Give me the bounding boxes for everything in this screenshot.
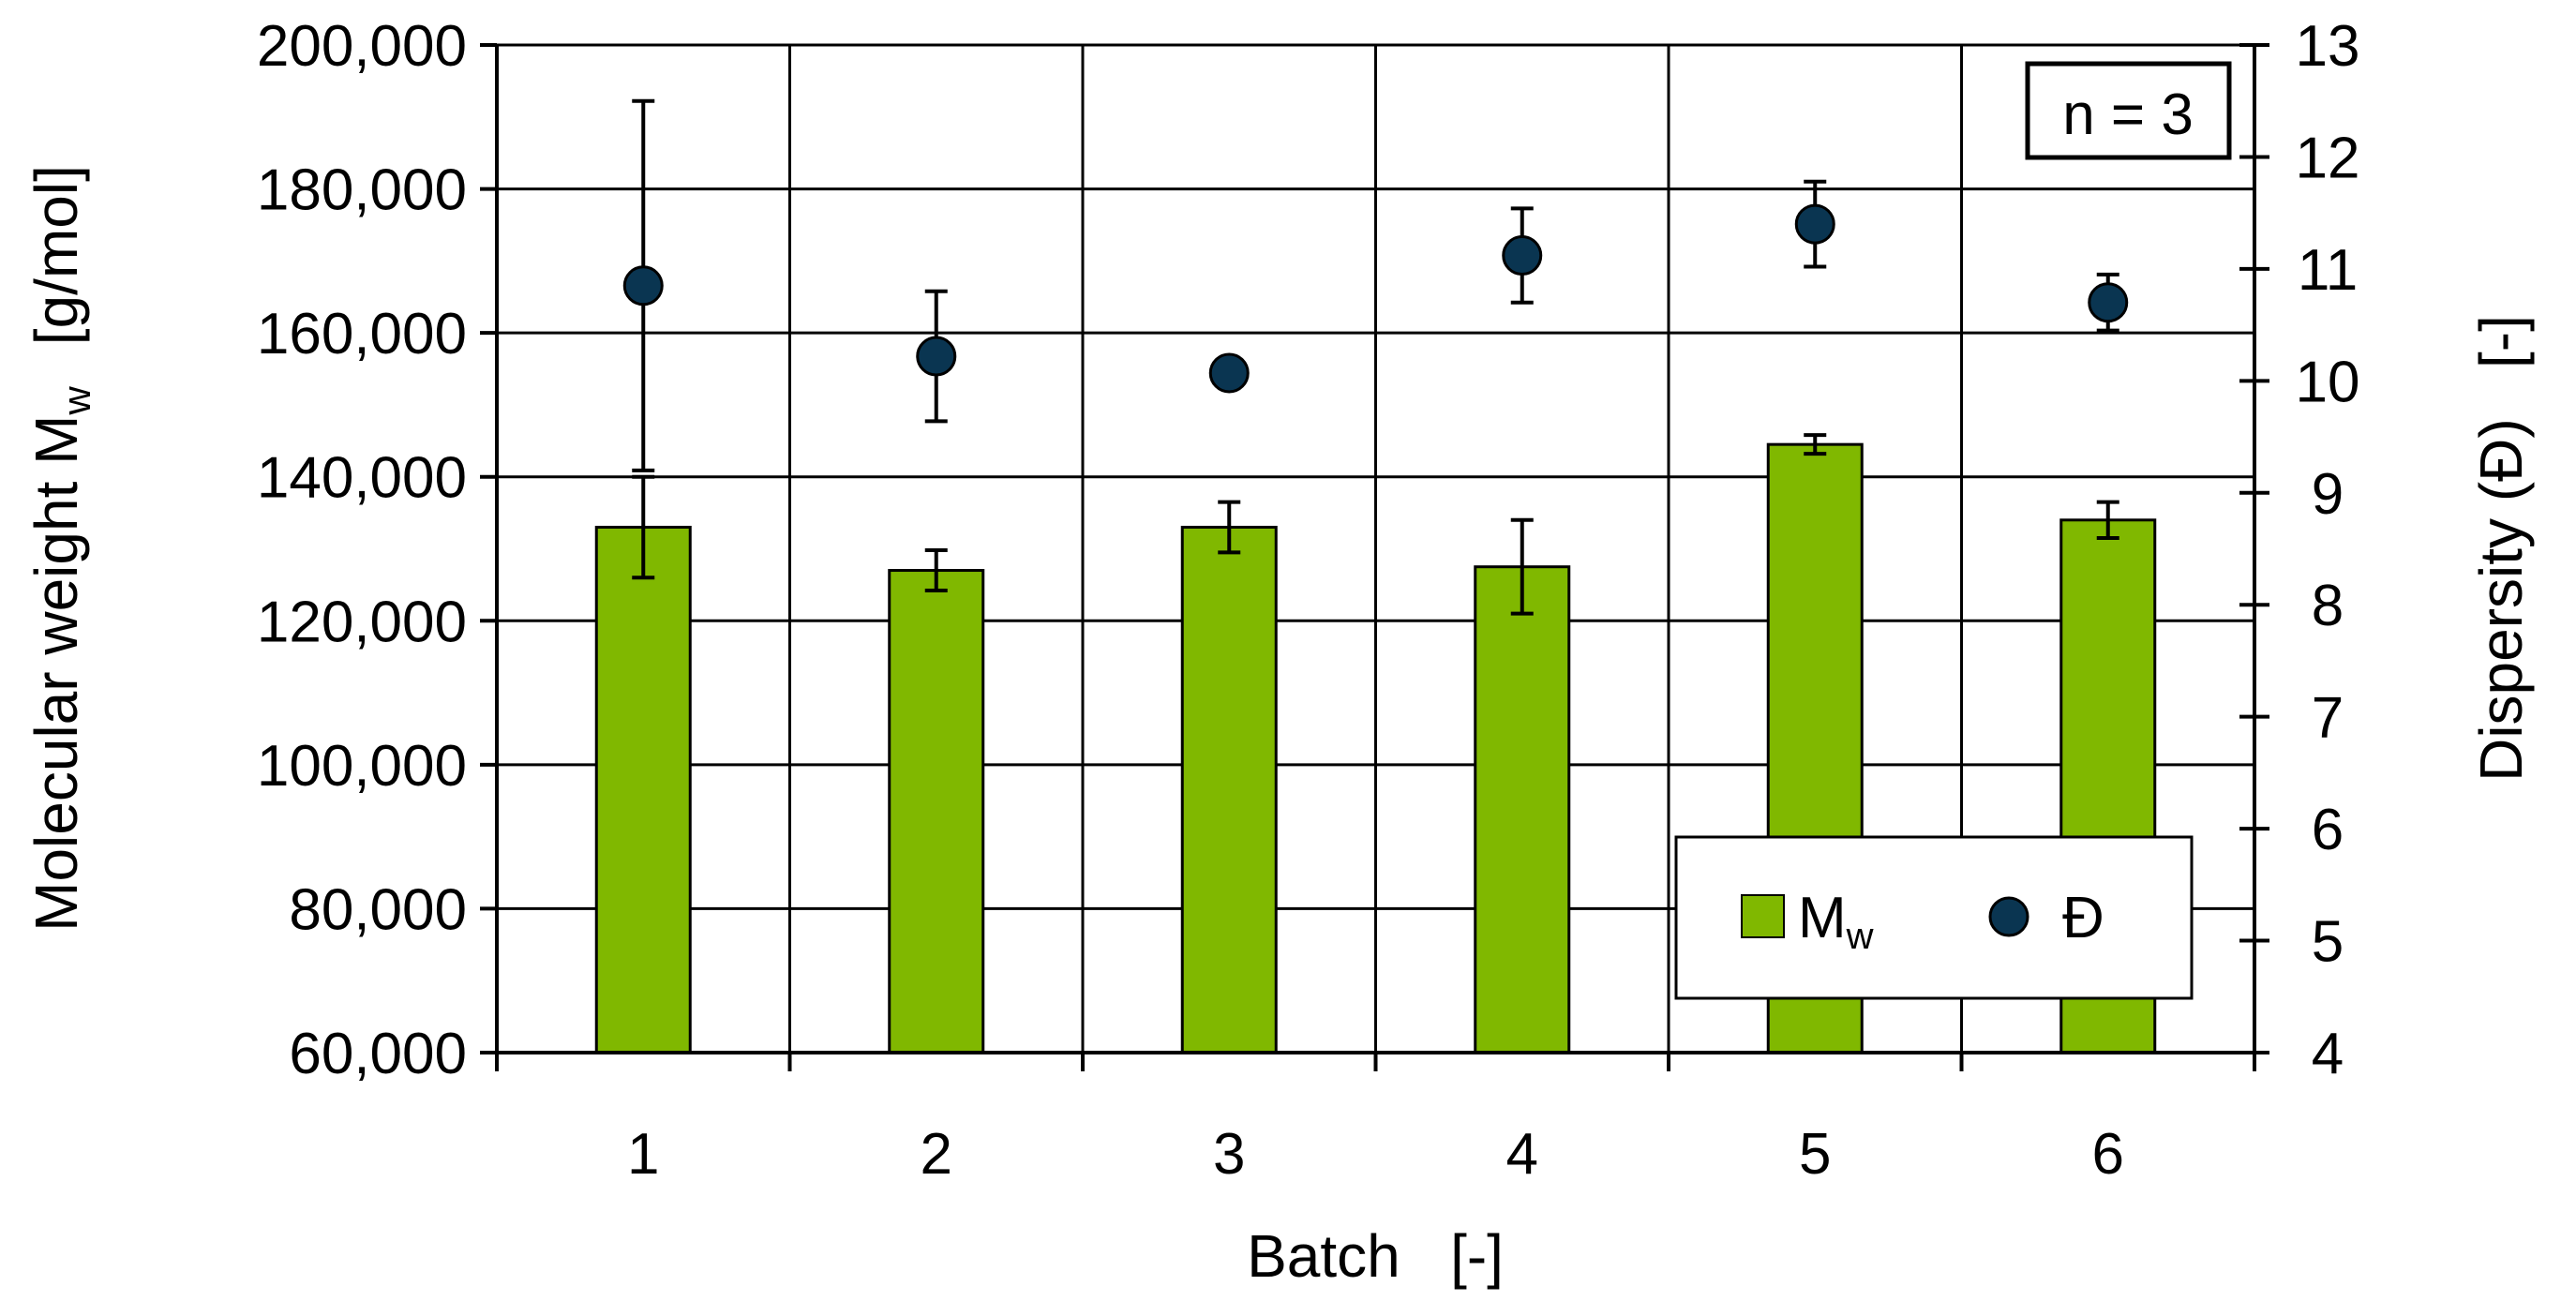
bar-mw [888,569,985,1054]
y2-tick-label: 11 [2298,238,2358,303]
point-dispersity [622,265,664,307]
y2-tick-label: 6 [2312,798,2344,862]
bar-mw [1180,525,1278,1054]
point-dispersity [916,336,957,377]
y2-tick-label: 4 [2312,1022,2344,1086]
legend-label-mw: Mw [1798,886,1874,957]
y-axis-title-main: Molecular weight M [22,415,90,932]
y-tick-label: 60,000 [289,1022,467,1086]
y-tick-label: 120,000 [257,590,467,654]
y2-tick-label: 7 [2312,686,2344,751]
legend: Mw Đ [1674,835,2194,1000]
bars-layer [594,433,2157,1054]
annotation-text: n = 3 [2062,82,2194,147]
point-dispersity [1502,235,1543,277]
y-tick-label: 200,000 [257,14,467,79]
y2-tick-label: 5 [2312,910,2344,975]
point-dispersity [1208,352,1250,394]
y-tick-label: 140,000 [257,446,467,511]
x-tick-label: 1 [627,1122,659,1187]
point-dispersity [2088,282,2129,323]
points-layer [622,98,2129,472]
sample-size-annotation: n = 3 [2025,61,2232,160]
axes-layer [480,43,2269,1071]
y-tick-label: 80,000 [289,877,467,942]
annotation-box [2025,61,2232,160]
legend-label-mw-main: M [1798,886,1847,950]
y2-tick-label: 9 [2312,462,2344,527]
y-tick-label: 180,000 [257,158,467,223]
legend-swatch-mw [1741,894,1785,938]
y2-tick-label: 10 [2296,350,2360,414]
x-tick-label: 2 [921,1122,952,1187]
labels-layer: 60,000 80,000 100,000 120,000 140,000 160,000… [257,14,2360,1187]
y2-tick-label: 13 [2296,14,2360,79]
x-axis-title: Batch [-] [1247,1222,1504,1290]
y2-axis-title: Dispersity (Đ) [-] [2467,315,2535,782]
x-tick-label: 6 [2092,1122,2124,1187]
y-tick-label: 160,000 [257,302,467,366]
bar-mw [1474,565,1571,1054]
legend-marker-dispersity [1988,896,2029,937]
y-axis-title-subscript: w [54,386,98,416]
point-dispersity [1794,203,1835,245]
x-tick-label: 5 [1799,1122,1831,1187]
legend-label-mw-subscript: w [1846,916,1874,957]
legend-label-dispersity: Đ [2062,886,2104,950]
bar-mw [594,525,692,1054]
x-tick-label: 3 [1213,1122,1245,1187]
y-axis-title-unit: [g/mol] [22,165,90,345]
y-tick-label: 100,000 [257,734,467,799]
y2-tick-label: 8 [2312,574,2344,638]
x-tick-label: 4 [1506,1122,1538,1187]
y2-tick-label: 12 [2296,126,2360,190]
y-axis-title: Molecular weight Mw [g/mol] [22,165,98,932]
